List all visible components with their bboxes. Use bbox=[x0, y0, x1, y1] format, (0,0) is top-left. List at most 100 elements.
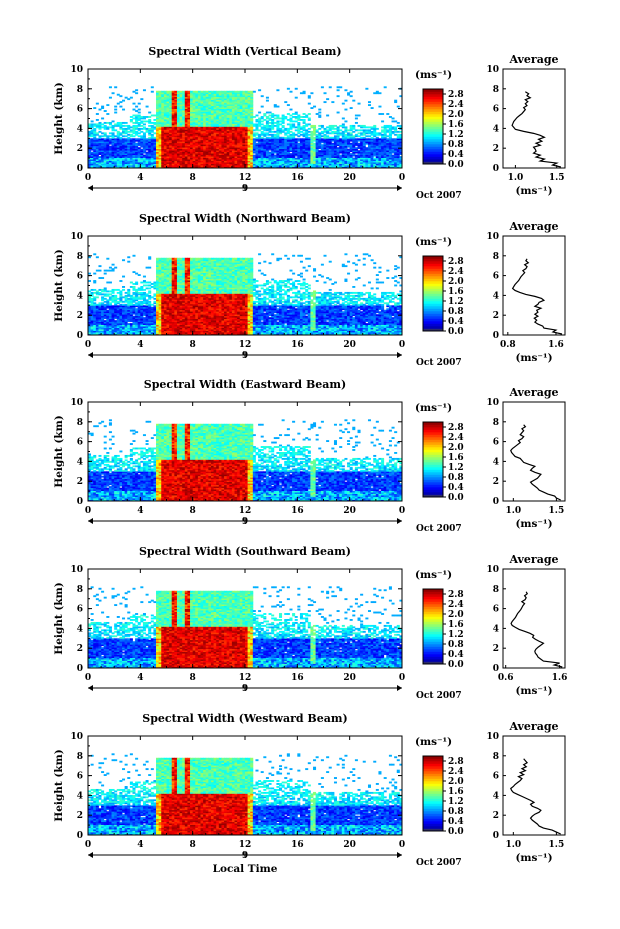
heatmap-cell bbox=[96, 119, 99, 121]
heatmap-cell bbox=[148, 116, 151, 118]
heatmap-cell bbox=[153, 126, 156, 128]
heatmap-cell bbox=[138, 128, 141, 130]
heatmap-cell bbox=[106, 113, 109, 115]
heatmap-cell bbox=[114, 106, 117, 108]
heatmap-cell bbox=[138, 147, 141, 149]
heatmap-cell bbox=[169, 91, 172, 93]
heatmap-cell bbox=[130, 129, 133, 131]
heatmap-cell bbox=[182, 91, 185, 93]
heatmap-cell bbox=[140, 116, 143, 118]
heatmap-cell bbox=[151, 122, 154, 124]
heatmap-cell bbox=[122, 100, 125, 102]
heatmap-cell bbox=[109, 138, 112, 140]
heatmap-cell bbox=[143, 120, 146, 122]
heatmap-cell bbox=[127, 125, 130, 127]
heatmap-cell bbox=[109, 135, 112, 137]
heatmap-cell bbox=[122, 135, 125, 137]
heatmap-cell bbox=[127, 134, 130, 136]
heatmap-cell bbox=[138, 103, 141, 105]
heatmap-cell bbox=[190, 91, 193, 93]
heatmap-cell bbox=[140, 125, 143, 127]
heatmap-cell bbox=[117, 131, 120, 133]
heatmap-cell bbox=[127, 137, 130, 139]
heatmap-cell bbox=[114, 123, 117, 125]
heatmap-cell bbox=[135, 138, 138, 140]
heatmap-cell bbox=[153, 115, 156, 117]
heatmap-cell bbox=[198, 91, 201, 93]
heatmap-cell bbox=[104, 132, 107, 134]
heatmap-cell bbox=[101, 135, 104, 137]
heatmap-cell bbox=[159, 91, 162, 93]
heatmap-cell bbox=[143, 89, 146, 91]
heatmap-cell bbox=[135, 89, 138, 91]
figure: Spectral Width (Vertical Beam)0 4 8 12 16 20 0… bbox=[0, 0, 620, 929]
heatmap-cell bbox=[122, 138, 125, 140]
heatmap-cell bbox=[146, 116, 149, 118]
heatmap-cell bbox=[112, 120, 115, 122]
heatmap-cell bbox=[187, 91, 190, 93]
heatmap-cell bbox=[125, 97, 128, 99]
heatmap-cell bbox=[201, 91, 204, 93]
heatmap-cell bbox=[91, 129, 94, 131]
heatmap-cell bbox=[140, 131, 143, 133]
heatmap-cell bbox=[112, 125, 115, 127]
heatmap-cell bbox=[106, 122, 109, 124]
heatmap-cell bbox=[156, 91, 159, 93]
heatmap-cell bbox=[146, 120, 149, 122]
heatmap-cell bbox=[135, 125, 138, 127]
heatmap-cell bbox=[167, 91, 170, 93]
heatmap-cell bbox=[135, 110, 138, 112]
heatmap-cell bbox=[109, 86, 112, 88]
heatmap-cell bbox=[98, 156, 101, 158]
heatmap-cell bbox=[132, 138, 135, 140]
heatmap-cell bbox=[109, 97, 112, 99]
heatmap-cell bbox=[148, 137, 151, 139]
heatmap-cell bbox=[195, 91, 198, 93]
heatmap-cell bbox=[114, 86, 117, 88]
heatmap-cell bbox=[130, 134, 133, 136]
heatmap-cell bbox=[140, 128, 143, 130]
heatmap-cell bbox=[125, 122, 128, 124]
heatmap-cell bbox=[122, 109, 125, 111]
heatmap-cell bbox=[125, 135, 128, 137]
heatmap-cell bbox=[153, 119, 156, 121]
heatmap-cell bbox=[138, 138, 141, 140]
heatmap-cell bbox=[135, 131, 138, 133]
heatmap-cell bbox=[138, 109, 141, 111]
heatmap-cell bbox=[153, 122, 156, 124]
heatmap-cell bbox=[98, 131, 101, 133]
heatmap-cell bbox=[101, 123, 104, 125]
heatmap-cell bbox=[143, 155, 146, 157]
heatmap-cell bbox=[117, 122, 120, 124]
heatmap bbox=[88, 86, 402, 168]
heatmap-cell bbox=[138, 135, 141, 137]
heatmap-cell bbox=[98, 135, 101, 137]
heatmap-cell bbox=[185, 91, 188, 93]
heatmap-cell bbox=[180, 91, 183, 93]
heatmap-cell bbox=[96, 123, 99, 125]
heatmap-cell bbox=[122, 125, 125, 127]
heatmap-cell bbox=[98, 109, 101, 111]
heatmap-cell bbox=[151, 115, 154, 117]
heatmap-cell bbox=[117, 103, 120, 105]
heatmap-cell bbox=[93, 123, 96, 125]
heatmap-cell bbox=[125, 125, 128, 127]
heatmap-cell bbox=[138, 112, 141, 114]
heatmap-cell bbox=[101, 118, 104, 120]
heatmap-cell bbox=[114, 112, 117, 114]
heatmap-cell bbox=[96, 113, 99, 115]
heatmap-cell bbox=[138, 122, 141, 124]
heatmap-cell bbox=[119, 132, 122, 134]
heatmap-cell bbox=[104, 125, 107, 127]
heatmap-cell bbox=[146, 152, 149, 154]
heatmap-cell bbox=[161, 91, 164, 93]
heatmap-cell bbox=[151, 125, 154, 127]
heatmap-cell bbox=[135, 106, 138, 108]
heatmap-cell bbox=[119, 95, 122, 97]
heatmap-cell bbox=[164, 91, 167, 93]
heatmap-cell bbox=[193, 91, 196, 93]
heatmap-cell bbox=[106, 104, 109, 106]
heatmap-cell bbox=[143, 126, 146, 128]
heatmap-cell bbox=[109, 146, 112, 148]
heatmap-cell bbox=[135, 143, 138, 145]
